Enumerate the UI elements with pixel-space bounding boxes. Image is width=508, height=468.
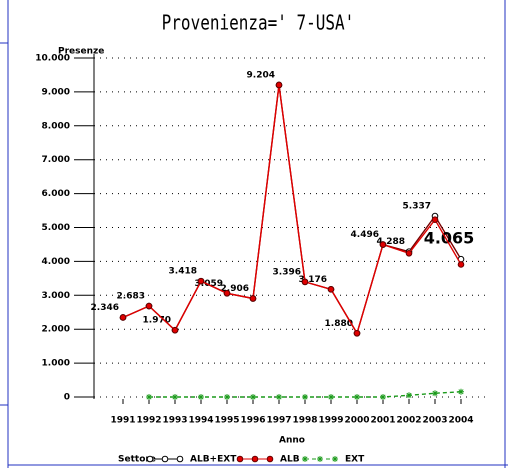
data-label: 3.176: [299, 275, 327, 285]
y-tick-label: 9.000: [42, 87, 70, 97]
point: [405, 249, 413, 257]
x-tick-label: 1996: [240, 416, 265, 426]
y-tick-label: 5.000: [42, 223, 70, 233]
legend-label: ALB: [280, 455, 300, 465]
x-tick-label: 1995: [214, 416, 239, 426]
x-tick-label: 2004: [448, 416, 473, 426]
point: [236, 455, 244, 463]
data-label: 9.204: [247, 70, 275, 80]
x-tick-label: 2000: [344, 416, 369, 426]
point: [119, 314, 127, 321]
data-label: 1.880: [325, 319, 353, 329]
y-tick-label: 6.000: [42, 189, 70, 199]
point: [432, 390, 438, 397]
point: [250, 394, 256, 400]
point: [276, 394, 282, 400]
x-tick-label: 2001: [370, 416, 395, 426]
legend-label: EXT: [345, 455, 365, 465]
point: [457, 261, 465, 268]
point: [332, 456, 338, 462]
y-axis-label: Presenze: [58, 47, 104, 57]
point: [301, 278, 309, 286]
data-label: 2.683: [117, 292, 145, 302]
y-tick-label: 0: [64, 393, 70, 403]
x-tick-label: 1994: [188, 416, 213, 426]
point: [145, 302, 153, 310]
y-tick-label: 4.000: [42, 257, 70, 267]
point: [176, 455, 184, 463]
x-tick-label: 2002: [396, 416, 421, 426]
point: [275, 81, 283, 89]
point: [317, 456, 323, 462]
data-label: 3.418: [169, 267, 197, 277]
point: [458, 388, 464, 395]
x-tick-label: 1999: [318, 416, 343, 426]
y-tick-label: 2.000: [42, 325, 70, 335]
point: [171, 326, 179, 334]
point: [172, 394, 178, 400]
point: [146, 455, 154, 463]
x-tick-label: 1992: [136, 416, 161, 426]
point: [197, 277, 205, 285]
data-label: 4.288: [377, 237, 405, 247]
point: [327, 286, 335, 293]
data-label: 5.337: [403, 202, 431, 212]
data-label: 3.059: [195, 279, 223, 289]
point: [223, 289, 231, 297]
point: [302, 394, 308, 400]
point: [354, 394, 360, 400]
point: [379, 241, 387, 248]
x-tick-label: 1997: [266, 416, 291, 426]
point: [328, 394, 334, 400]
point: [224, 394, 230, 400]
data-label: 2.906: [221, 284, 249, 294]
legend-label: ALB+EXT: [190, 455, 237, 465]
x-axis-label: Anno: [279, 436, 305, 446]
point: [302, 456, 308, 462]
point: [406, 392, 412, 399]
x-tick-label: 1991: [110, 416, 135, 426]
point: [249, 295, 257, 302]
point: [198, 394, 204, 400]
data-label: 1.970: [143, 316, 171, 326]
legend-title: Settore: [118, 455, 156, 465]
data-label: 3.396: [273, 267, 301, 277]
point: [161, 455, 169, 463]
point: [353, 329, 361, 337]
point: [380, 394, 386, 400]
chart-title: Provenienza=' 7-USA': [162, 12, 355, 35]
x-tick-label: 2003: [422, 416, 447, 426]
data-label: 4.065: [424, 229, 475, 248]
data-label: 2.346: [91, 303, 119, 313]
series-line: [122, 84, 462, 336]
x-tick-label: 1998: [292, 416, 317, 426]
y-tick-label: 10.000: [35, 54, 70, 64]
y-tick-label: 1.000: [42, 359, 70, 369]
point: [431, 216, 439, 224]
point: [251, 455, 259, 463]
y-tick-label: 7.000: [42, 155, 70, 165]
y-tick-label: 3.000: [42, 291, 70, 301]
y-tick-label: 8.000: [42, 121, 70, 131]
x-tick-label: 1993: [162, 416, 187, 426]
data-label: 4.496: [351, 230, 379, 240]
point: [266, 455, 274, 463]
point: [146, 394, 152, 400]
